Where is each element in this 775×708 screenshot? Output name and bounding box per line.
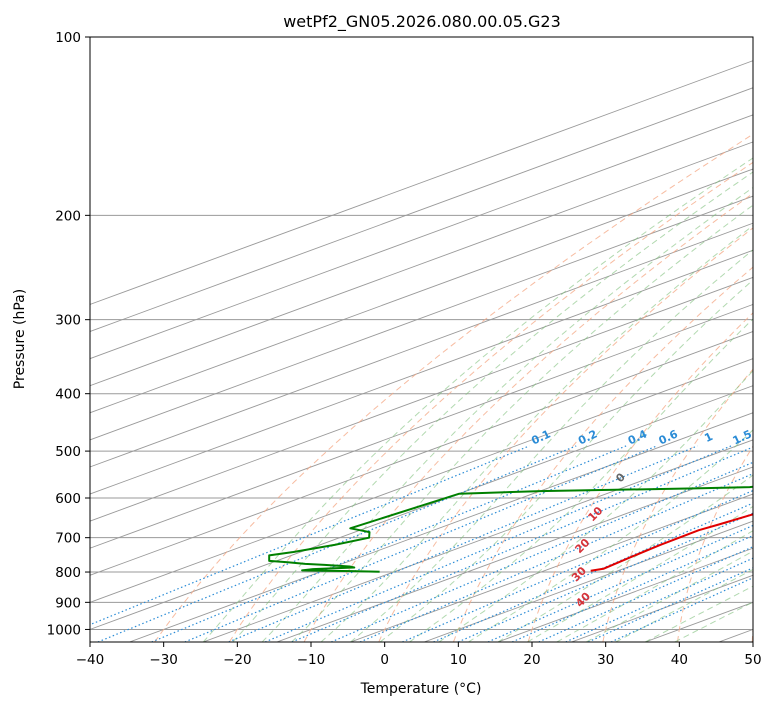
- isotherm-line: [90, 385, 753, 630]
- chart-title: wetPf2_GN05.2026.080.00.05.G23: [283, 12, 561, 32]
- x-tick-label: −30: [149, 652, 178, 668]
- x-tick-label: 50: [744, 652, 761, 668]
- y-axis-label: Pressure (hPa): [12, 289, 28, 389]
- dry-adiabat-line: [303, 192, 753, 642]
- y-tick-label: 800: [55, 565, 81, 581]
- isotherm-line: [350, 493, 753, 642]
- isotherm-line: [90, 358, 753, 603]
- mixing-ratio-line: [538, 546, 753, 642]
- dry-adiabat-line: [228, 161, 753, 642]
- x-tick-label: 40: [671, 652, 688, 668]
- x-tick-label: 30: [597, 652, 614, 668]
- x-tick-label: −40: [76, 652, 105, 668]
- dewpoint-profile-line: [268, 485, 753, 573]
- dry-adiabat-line: [602, 368, 753, 642]
- mixing-ratio-line: [359, 473, 753, 642]
- isotherm-line: [90, 303, 753, 549]
- isotherm-line: [90, 87, 753, 333]
- isotherm-line: [90, 331, 753, 576]
- moist-adiabat-line: [527, 505, 753, 642]
- y-tick-label: 300: [55, 313, 81, 329]
- y-axis-ticks: 100 200 300 400 500 600 700 800 900 1000: [47, 30, 90, 638]
- dry-adiabat-line: [378, 227, 753, 642]
- moist-adiabats: [202, 157, 753, 642]
- x-tick-label: −10: [297, 652, 326, 668]
- moist-adiabat-line: [291, 204, 753, 642]
- dry-adiabat-line: [527, 312, 753, 642]
- dry-adiabat-line: [453, 266, 753, 642]
- isotherm-line: [90, 222, 753, 468]
- moist-adiabat-line: [261, 186, 753, 642]
- isotherm-line: [129, 412, 753, 642]
- mixing-ratio-line: [511, 534, 753, 642]
- mixing-ratio-line: [264, 445, 732, 642]
- isotherm-line: [90, 249, 753, 495]
- mixing-ratio-line: [291, 446, 753, 642]
- x-axis-label: Temperature (°C): [360, 681, 482, 697]
- x-tick-label: −20: [223, 652, 252, 668]
- moist-adiabat-line: [202, 157, 753, 642]
- isotherm-line: [276, 466, 753, 642]
- isotherm-line: [90, 195, 753, 441]
- moist-adiabat-line: [615, 568, 753, 642]
- x-axis-ticks: −40 −30 −20 −10 0 10 20 30 40 50: [76, 642, 762, 668]
- mixing-ratio-line: [402, 489, 753, 642]
- mixing-ratio-lines: [90, 445, 753, 642]
- isotherm-line: [90, 168, 753, 414]
- dry-adiabat-line: [154, 133, 753, 642]
- y-tick-label: 200: [55, 208, 81, 224]
- mixing-ratio-line: [330, 461, 753, 642]
- x-tick-label: 0: [380, 652, 389, 668]
- pressure-gridlines: [90, 37, 753, 630]
- moist-adiabat-line: [438, 370, 753, 642]
- isotherm-line: [424, 520, 753, 642]
- x-tick-label: 20: [523, 652, 540, 668]
- y-tick-label: 500: [55, 444, 81, 460]
- isotherm-line: [90, 141, 753, 387]
- mixing-ratio-line: [151, 445, 627, 642]
- profile-series: [268, 485, 753, 573]
- y-tick-label: 100: [55, 30, 81, 46]
- dry-adiabats: [154, 133, 753, 642]
- plot-area: 0.10.20.40.611.52346810131620253036-100-…: [90, 37, 753, 642]
- moist-adiabat-line: [409, 318, 753, 642]
- moist-adiabat-line: [350, 249, 753, 642]
- y-tick-label: 700: [55, 531, 81, 547]
- y-tick-label: 1000: [47, 622, 81, 638]
- isotherm-line: [90, 60, 753, 305]
- isotherm-line: [90, 114, 753, 360]
- y-tick-label: 400: [55, 387, 81, 403]
- y-tick-label: 900: [55, 595, 81, 611]
- skewed-isotherms: [90, 60, 753, 642]
- x-tick-label: 10: [450, 652, 467, 668]
- isotherm-line: [203, 439, 753, 642]
- mixing-ratio-line: [90, 445, 530, 626]
- plot-frame: [89, 36, 754, 643]
- y-tick-label: 600: [55, 491, 81, 507]
- moist-adiabat-line: [644, 585, 753, 642]
